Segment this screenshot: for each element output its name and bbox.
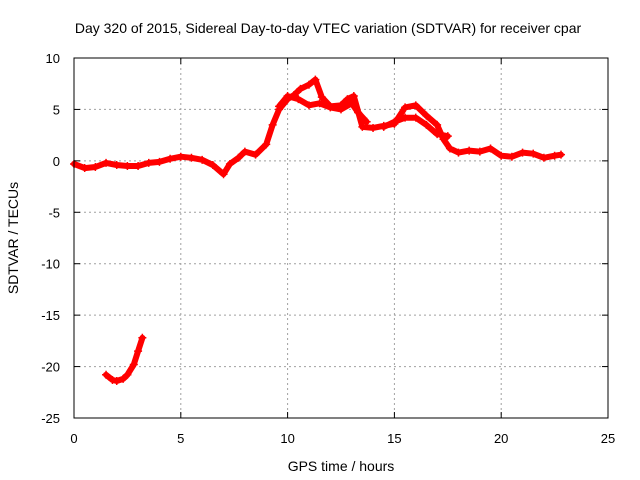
data-point	[401, 113, 410, 122]
data-point	[497, 151, 506, 160]
data-point	[102, 370, 111, 379]
data-point	[240, 147, 249, 156]
data-point	[358, 122, 367, 131]
data-point	[123, 162, 132, 170]
data-point	[296, 84, 305, 93]
data-point	[411, 101, 420, 110]
data-point	[347, 99, 356, 108]
data-point	[557, 150, 566, 159]
data-point	[411, 113, 420, 122]
x-tick-label: 0	[70, 431, 77, 446]
data-point	[379, 122, 388, 131]
data-point	[433, 120, 442, 129]
data-point	[262, 140, 271, 149]
data-point	[369, 123, 378, 132]
data-point	[354, 108, 363, 117]
data-point	[337, 105, 345, 114]
data-point	[138, 333, 147, 342]
y-tick-label: 5	[53, 102, 60, 117]
ticks: 0 5 10 15 20 25 -25 -20 -15 -10 -5 0 5 10	[41, 51, 615, 446]
data-point	[443, 132, 452, 141]
data-point	[326, 103, 335, 112]
series-lower-band	[379, 113, 452, 141]
data-point	[268, 120, 277, 129]
data-point	[123, 370, 132, 379]
data-point	[518, 148, 527, 157]
x-tick-label: 25	[601, 431, 615, 446]
data-point	[401, 103, 410, 112]
data-point	[362, 117, 371, 126]
y-tick-label: -5	[48, 205, 60, 220]
data-point	[80, 164, 89, 173]
data-point	[166, 154, 175, 163]
data-point	[112, 160, 121, 169]
data-point	[119, 374, 128, 383]
data-point	[422, 111, 431, 120]
data-point	[283, 92, 292, 101]
data-point	[144, 158, 153, 167]
data-point	[134, 162, 143, 170]
x-tick-label: 5	[177, 431, 184, 446]
data-point	[507, 152, 516, 161]
data-point	[102, 158, 111, 167]
data-point	[349, 92, 358, 101]
x-tick-label: 15	[387, 431, 401, 446]
data-point	[539, 153, 548, 162]
data-point	[129, 360, 138, 369]
data-point	[343, 95, 352, 104]
x-tick-label: 20	[494, 431, 508, 446]
y-tick-label: 0	[53, 154, 60, 169]
y-axis-label: SDTVAR / TECUs	[5, 182, 21, 294]
data-point	[155, 157, 164, 166]
data-point	[176, 152, 185, 161]
x-axis-label: GPS time / hours	[288, 458, 395, 474]
series-upper-band	[275, 92, 371, 126]
data-point	[475, 147, 484, 156]
data-point	[134, 347, 143, 356]
y-tick-label: -10	[41, 257, 60, 272]
data-point	[311, 75, 320, 84]
data-point	[219, 170, 228, 179]
series-main-trace	[70, 75, 566, 179]
data-point	[317, 93, 326, 102]
data-point	[486, 144, 495, 153]
data-point	[208, 160, 217, 169]
plot-data	[70, 75, 566, 385]
series-early-segment	[102, 333, 147, 385]
y-tick-label: -20	[41, 360, 60, 375]
data-point	[225, 159, 234, 168]
data-point	[315, 99, 324, 108]
data-point	[112, 376, 121, 385]
data-point	[304, 80, 313, 89]
y-tick-label: -25	[41, 411, 60, 426]
data-point	[422, 120, 431, 129]
x-tick-label: 10	[280, 431, 294, 446]
data-point	[275, 102, 284, 111]
series-line	[276, 93, 370, 125]
data-point	[198, 155, 207, 164]
data-point	[529, 149, 538, 158]
data-point	[390, 117, 399, 126]
y-tick-label: 10	[46, 51, 60, 66]
data-point	[108, 375, 117, 384]
data-point	[91, 163, 100, 172]
data-point	[234, 153, 243, 162]
data-point	[304, 101, 313, 110]
data-point	[445, 144, 454, 153]
data-point	[550, 151, 559, 160]
data-point	[187, 153, 196, 162]
data-point	[433, 130, 442, 139]
data-point	[454, 148, 463, 157]
chart-title: Day 320 of 2015, Sidereal Day-to-day VTE…	[75, 20, 582, 36]
data-point	[465, 146, 474, 155]
plot-frame	[73, 57, 609, 419]
data-point	[294, 95, 303, 104]
data-point	[251, 150, 260, 159]
y-tick-label: -15	[41, 308, 60, 323]
